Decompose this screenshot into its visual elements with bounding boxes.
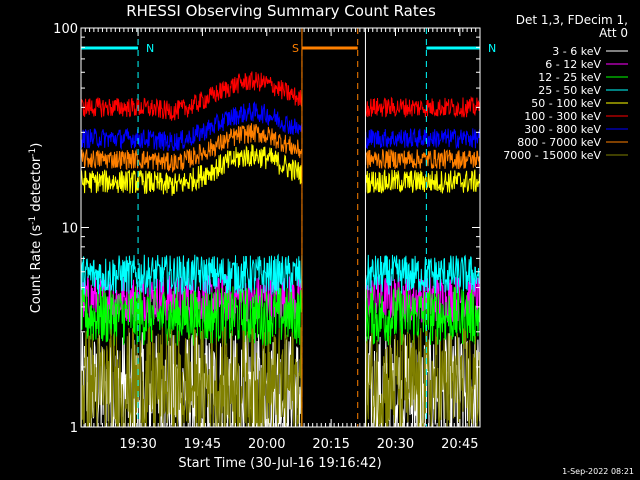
x-tick-label: 19:30 <box>119 437 156 452</box>
legend-label: 12 - 25 keV <box>538 71 601 84</box>
annotation-label: S <box>292 42 299 55</box>
y-tick-label: 100 <box>53 22 78 37</box>
y-axis: 1 10 100 <box>53 22 480 436</box>
legend-entry: 6 - 12 keV <box>545 58 628 71</box>
legend-label: 3 - 6 keV <box>552 45 601 58</box>
x-tick-label: 20:30 <box>377 437 414 452</box>
y-axis-label-superscript: -1 <box>28 216 38 225</box>
series-line-2 <box>80 274 480 324</box>
x-tick-label: 20:15 <box>312 437 349 452</box>
legend-label: 7000 - 15000 keV <box>503 149 601 162</box>
chart-title: RHESSI Observing Summary Count Rates <box>126 2 436 20</box>
legend-label: 100 - 300 keV <box>524 110 601 123</box>
legend-entry: 7000 - 15000 keV <box>503 149 628 162</box>
x-tick-label: 19:45 <box>184 437 221 452</box>
legend-entry: 12 - 25 keV <box>538 71 628 84</box>
x-axis-label: Start Time (30-Jul-16 19:16:42) <box>178 456 381 471</box>
legend-label: 6 - 12 keV <box>545 58 601 71</box>
annotation-label: N <box>488 42 496 55</box>
series-line-4 <box>80 253 480 295</box>
legend-entry: 100 - 300 keV <box>524 110 628 123</box>
legend-label: 800 - 7000 keV <box>517 136 601 149</box>
series-line-7 <box>80 101 480 151</box>
legend-header-line-2: Att 0 <box>599 26 628 40</box>
footer-timestamp: 1-Sep-2022 08:21 <box>562 467 634 476</box>
series-line-8 <box>80 123 480 173</box>
legend-entry: 800 - 7000 keV <box>517 136 628 149</box>
x-axis-label-text: Start Time (30-Jul-16 19:16:42) <box>178 456 381 471</box>
legend-label: 25 - 50 keV <box>538 84 601 97</box>
legend-entry: 3 - 6 keV <box>552 45 628 58</box>
legend-entry: 25 - 50 keV <box>538 84 628 97</box>
legend-entry: 50 - 100 keV <box>531 97 628 110</box>
x-tick-label: 20:45 <box>441 437 478 452</box>
y-tick-label: 10 <box>61 222 78 237</box>
y-tick-label: 1 <box>70 421 78 436</box>
legend-entry: 300 - 800 keV <box>524 123 628 136</box>
y-axis-label-text: Count Rate (s <box>29 225 44 314</box>
annotation-label: N <box>146 42 154 55</box>
series-line-6 <box>80 71 480 121</box>
x-axis: 19:30 19:45 20:00 20:15 20:30 20:45 <box>80 28 481 452</box>
legend-label: 50 - 100 keV <box>531 97 601 110</box>
legend-label: 300 - 800 keV <box>524 123 601 136</box>
y-axis-label-superscript-2: -1 <box>28 148 38 157</box>
legend-header-line-1: Det 1,3, FDecim 1, <box>516 13 628 27</box>
series-line-3 <box>80 286 480 348</box>
y-axis-label-text-2: detector <box>29 156 44 216</box>
x-tick-label: 20:00 <box>248 437 285 452</box>
y-axis-label-close: ) <box>29 143 44 148</box>
series-line-5 <box>80 144 480 196</box>
y-axis-label: Count Rate (s-1 detector-1) <box>28 143 44 314</box>
